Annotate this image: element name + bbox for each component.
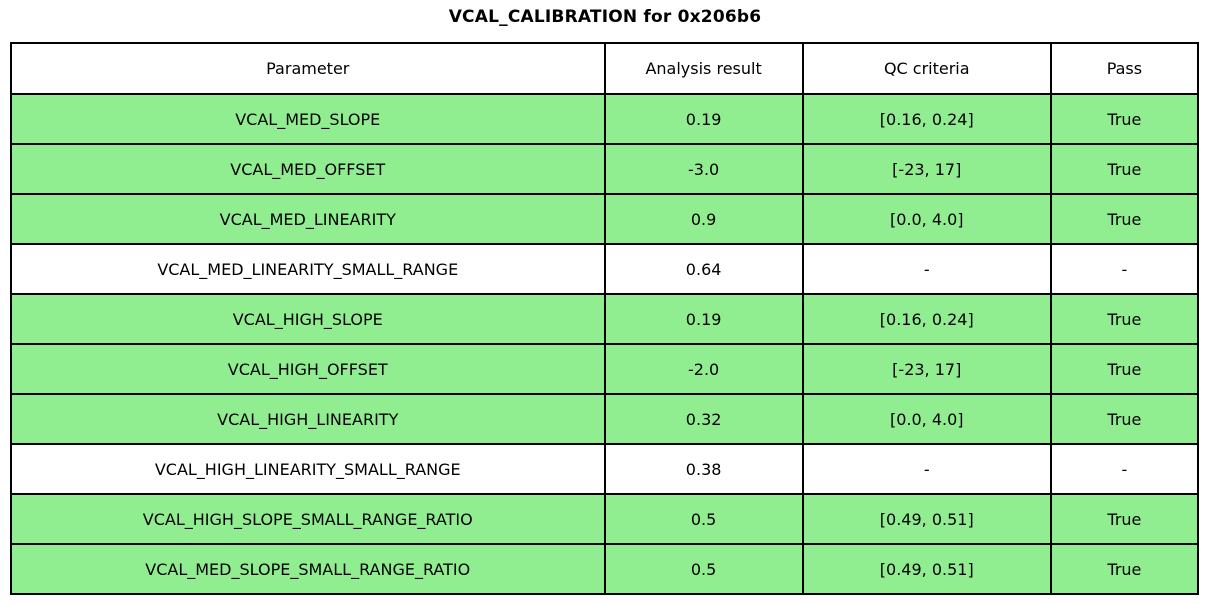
cell-pass: True	[1049, 343, 1200, 395]
cell-pass: True	[1049, 143, 1200, 195]
cell-pass: True	[1049, 493, 1200, 545]
cell-parameter: VCAL_HIGH_OFFSET	[10, 343, 606, 395]
cell-pass: True	[1049, 193, 1200, 245]
cell-parameter: VCAL_MED_SLOPE_SMALL_RANGE_RATIO	[10, 543, 606, 595]
cell-parameter: VCAL_MED_OFFSET	[10, 143, 606, 195]
cell-pass: True	[1049, 543, 1200, 595]
cell-qc-criteria: [-23, 17]	[801, 143, 1052, 195]
cell-pass: True	[1049, 93, 1200, 145]
table-row: VCAL_MED_SLOPE 0.19 [0.16, 0.24] True	[10, 93, 1200, 145]
cell-parameter: VCAL_MED_LINEARITY	[10, 193, 606, 245]
cell-analysis-result: 0.5	[603, 493, 804, 545]
table-row: VCAL_HIGH_SLOPE 0.19 [0.16, 0.24] True	[10, 293, 1200, 345]
cell-parameter: VCAL_MED_SLOPE	[10, 93, 606, 145]
cell-qc-criteria: [0.0, 4.0]	[801, 193, 1052, 245]
cell-parameter: VCAL_HIGH_LINEARITY	[10, 393, 606, 445]
cell-analysis-result: -2.0	[603, 343, 804, 395]
cell-analysis-result: 0.32	[603, 393, 804, 445]
table-row: VCAL_HIGH_OFFSET -2.0 [-23, 17] True	[10, 343, 1200, 395]
column-header-pass: Pass	[1049, 42, 1200, 95]
table-row: VCAL_MED_OFFSET -3.0 [-23, 17] True	[10, 143, 1200, 195]
cell-qc-criteria: -	[801, 443, 1052, 495]
column-header-parameter: Parameter	[10, 42, 606, 95]
column-header-qc-criteria: QC criteria	[801, 42, 1052, 95]
cell-analysis-result: -3.0	[603, 143, 804, 195]
cell-analysis-result: 0.19	[603, 293, 804, 345]
table-header-row: Parameter Analysis result QC criteria Pa…	[10, 42, 1200, 95]
cell-pass: True	[1049, 393, 1200, 445]
table-row: VCAL_HIGH_LINEARITY_SMALL_RANGE 0.38- -	[10, 443, 1200, 495]
cell-parameter: VCAL_HIGH_SLOPE_SMALL_RANGE_RATIO	[10, 493, 606, 545]
cell-analysis-result: 0.9	[603, 193, 804, 245]
table-body: VCAL_MED_SLOPE 0.19 [0.16, 0.24] True VCAL_M…	[10, 93, 1200, 595]
cell-analysis-result: 0.38	[603, 443, 804, 495]
cell-qc-criteria: [0.16, 0.24]	[801, 293, 1052, 345]
column-header-analysis-result: Analysis result	[603, 42, 804, 95]
table-row: VCAL_HIGH_LINEARITY 0.32 [0.0, 4.0] True	[10, 393, 1200, 445]
cell-pass: True	[1049, 293, 1200, 345]
cell-parameter: VCAL_HIGH_SLOPE	[10, 293, 606, 345]
cell-pass: -	[1049, 243, 1200, 295]
cell-parameter: VCAL_HIGH_LINEARITY_SMALL_RANGE	[10, 443, 606, 495]
table-row: VCAL_MED_LINEARITY 0.9 [0.0, 4.0] True	[10, 193, 1200, 245]
cell-qc-criteria: [-23, 17]	[801, 343, 1052, 395]
cell-qc-criteria: [0.49, 0.51]	[801, 543, 1052, 595]
table-row: VCAL_MED_LINEARITY_SMALL_RANGE 0.64- -	[10, 243, 1200, 295]
cell-qc-criteria: [0.49, 0.51]	[801, 493, 1052, 545]
page-title: VCAL_CALIBRATION for 0x206b6	[448, 7, 762, 27]
qc-results-table: Parameter Analysis result QC criteria Pa…	[10, 42, 1200, 595]
cell-analysis-result: 0.5	[603, 543, 804, 595]
cell-qc-criteria: [0.0, 4.0]	[801, 393, 1052, 445]
cell-qc-criteria: [0.16, 0.24]	[801, 93, 1052, 145]
table-row: VCAL_HIGH_SLOPE_SMALL_RANGE_RATIO 0.5 [0.4…	[10, 493, 1200, 545]
cell-parameter: VCAL_MED_LINEARITY_SMALL_RANGE	[10, 243, 606, 295]
cell-analysis-result: 0.64	[603, 243, 804, 295]
cell-pass: -	[1049, 443, 1200, 495]
cell-qc-criteria: -	[801, 243, 1052, 295]
cell-analysis-result: 0.19	[603, 93, 804, 145]
table-row: VCAL_MED_SLOPE_SMALL_RANGE_RATIO 0.5 [0.49…	[10, 543, 1200, 595]
